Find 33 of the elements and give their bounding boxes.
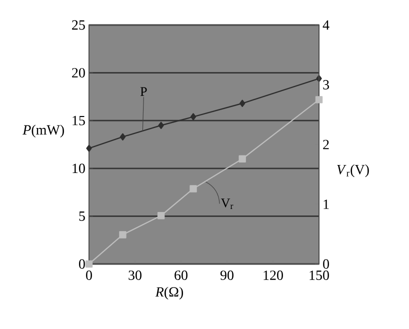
y-tick-label: 5	[79, 212, 85, 221]
point	[157, 212, 165, 220]
x-tick-label: 0	[86, 270, 92, 280]
point	[238, 155, 246, 162]
y-tick-label: 0	[79, 259, 85, 269]
x-tick-label: 30	[128, 270, 142, 280]
point	[86, 144, 92, 152]
point	[85, 260, 93, 268]
point	[315, 96, 323, 104]
point	[119, 231, 126, 238]
y2-tick-label: 0	[323, 259, 329, 269]
y2-tick-label: 1	[324, 200, 329, 209]
y2-axis-title: V$_{r}$(V)	[337, 164, 369, 178]
y2-tick-label: 2	[323, 140, 329, 150]
point	[120, 133, 126, 140]
y2-tick-label: 3	[323, 80, 329, 90]
y-tick-label: 10	[72, 164, 85, 174]
x-tick-label: 120	[264, 270, 283, 280]
point	[190, 113, 196, 120]
point	[239, 100, 246, 107]
x-tick-label: 60	[174, 270, 188, 280]
y2-tick-label: 4	[322, 20, 330, 30]
y-tick-label: 15	[72, 116, 85, 126]
y-tick-label: 20	[72, 68, 85, 78]
x-tick-label: 90	[220, 270, 234, 280]
annotation: P	[140, 87, 147, 96]
annotation: V$_{r}$	[220, 198, 234, 209]
point	[190, 185, 197, 192]
point	[158, 122, 164, 129]
y-axis-title: P(mW)	[22, 124, 64, 138]
y-tick-label: 25	[72, 20, 85, 30]
x-tick-label: 150	[310, 270, 329, 280]
x-axis-title: R(Ω)	[155, 286, 184, 300]
